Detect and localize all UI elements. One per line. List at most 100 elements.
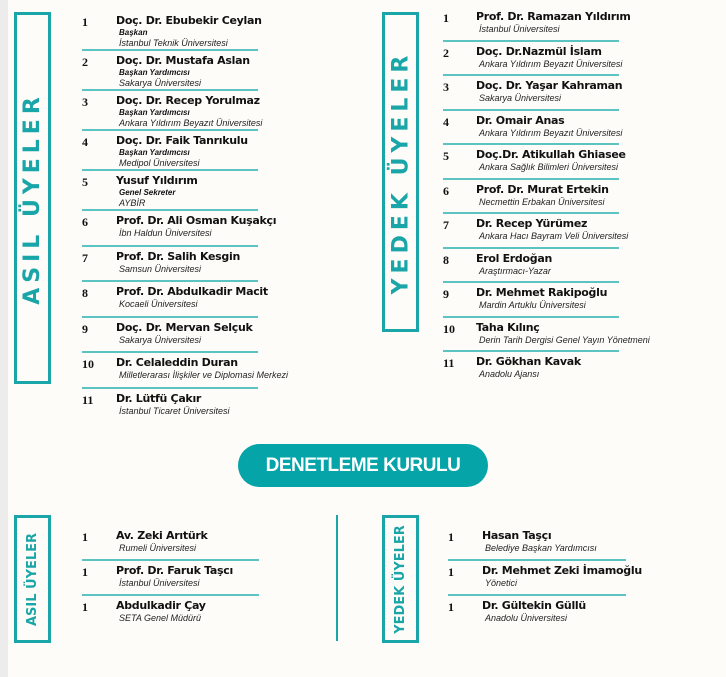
member-row: 1 Hasan Taşçı Belediye Başkan Yardımcısı xyxy=(448,526,626,561)
member-row: 1 Prof. Dr. Faruk Taşcı İstanbul Üniversit… xyxy=(82,561,259,596)
member-row: 3 Doç. Dr. Yaşar Kahraman Sakarya Üniversi… xyxy=(443,76,623,111)
member-affiliation: Kocaeli Üniversitesi xyxy=(119,299,198,309)
member-role: Başkan Yardımcısı xyxy=(119,148,190,157)
member-name: Dr. Gökhan Kavak xyxy=(476,355,581,368)
member-number: 9 xyxy=(82,321,88,336)
member-row: 9 Dr. Mehmet Rakipoğlu Mardin Artuklu Üniv… xyxy=(443,283,619,318)
member-role: Başkan Yardımcısı xyxy=(119,68,190,77)
yedek-uyeler-label: YEDEK ÜYELER xyxy=(388,50,413,294)
member-number: 11 xyxy=(82,392,94,407)
member-name: Av. Zeki Arıtürk xyxy=(116,529,208,542)
member-affiliation: Yönetici xyxy=(485,578,518,588)
member-name: Hasan Taşçı xyxy=(482,529,552,542)
member-affiliation: Anadolu Ajansı xyxy=(479,369,540,379)
member-number: 5 xyxy=(82,175,88,189)
denetleme-yedek-list: 1 Hasan Taşçı Belediye Başkan Yardımcısı 1 D… xyxy=(448,526,642,631)
member-role: Başkan Yardımcısı xyxy=(119,108,190,117)
member-number: 9 xyxy=(443,287,449,301)
member-affiliation: İstanbul Ticaret Üniversitesi xyxy=(119,405,230,416)
member-name: Doç.Dr. Atikullah Ghiasee xyxy=(476,148,626,161)
member-affiliation: Milletlerarası İlişkiler ve Diplomasi Me… xyxy=(119,370,289,380)
asil-uyeler-label: ASIL ÜYELER xyxy=(20,91,46,305)
member-name: Prof. Dr. Ali Osman Kuşakçı xyxy=(116,214,277,227)
member-row: 1 Doç. Dr. Ebubekir Ceylan Başkan İstanbul … xyxy=(82,11,262,51)
member-name: Erol Erdoğan xyxy=(476,251,552,265)
member-number: 1 xyxy=(448,600,454,614)
member-row: 5 Doç.Dr. Atikullah Ghiasee Ankara Sağlık … xyxy=(443,145,626,180)
member-row: 3 Doç. Dr. Recep Yorulmaz Başkan Yardımcıs… xyxy=(82,91,262,131)
member-affiliation: Ankara Sağlık Bilimleri Üniversitesi xyxy=(479,162,619,172)
member-row: 1 Dr. Mehmet Zeki İmamoğlu Yönetici xyxy=(448,561,642,596)
member-name: Dr. Recep Yürümez xyxy=(476,217,588,230)
member-affiliation: SETA Genel Müdürü xyxy=(119,613,202,623)
member-number: 1 xyxy=(443,11,449,25)
member-row: 1 Dr. Gültekin Güllü Anadolu Üniversitesi xyxy=(448,596,626,631)
member-affiliation: Araştırmacı-Yazar xyxy=(479,265,551,276)
member-affiliation: Ankara Hacı Bayram Veli Üniversitesi xyxy=(479,231,629,241)
member-name: Doç. Dr.Nazmül İslam xyxy=(476,44,602,58)
member-number: 10 xyxy=(82,357,94,371)
member-row: 1 Prof. Dr. Ramazan Yıldırım İstanbul Üniv… xyxy=(443,7,631,42)
member-affiliation: Ankara Yıldırım Beyazıt Üniversitesi xyxy=(479,127,623,138)
member-affiliation: Sakarya Üniversitesi xyxy=(119,334,202,345)
member-row: 10 Dr. Celaleddin Duran Milletlerarası İli… xyxy=(82,353,288,389)
member-affiliation: İstanbul Üniversitesi xyxy=(119,578,200,588)
member-name: Taha Kılınç xyxy=(476,320,540,334)
member-affiliation: Medipol Üniversitesi xyxy=(119,158,200,168)
asil-uyeler-list: 1 Doç. Dr. Ebubekir Ceylan Başkan İstanbul … xyxy=(82,11,288,425)
yedek-uyeler-label-box: YEDEK ÜYELER xyxy=(382,12,419,332)
member-name: Dr. Celaleddin Duran xyxy=(116,356,238,369)
member-number: 1 xyxy=(82,15,88,29)
denetleme-yedek-label-box: YEDEK ÜYELER xyxy=(382,515,419,643)
member-name: Doç. Dr. Mervan Selçuk xyxy=(116,320,253,334)
member-row: 5 Yusuf Yıldırım Genel Sekreter AYBİR xyxy=(82,171,258,211)
member-number: 5 xyxy=(443,149,449,163)
member-name: Abdulkadir Çay xyxy=(116,599,206,612)
member-name: Prof. Dr. Faruk Taşcı xyxy=(116,564,233,577)
member-name: Prof. Dr. Ramazan Yıldırım xyxy=(476,10,631,23)
member-name: Doç. Dr. Ebubekir Ceylan xyxy=(116,14,262,27)
member-row: 11 Dr. Gökhan Kavak Anadolu Ajansı xyxy=(443,352,619,387)
member-affiliation: AYBİR xyxy=(119,198,146,208)
member-affiliation: Rumeli Üniversitesi xyxy=(119,543,197,553)
member-row: 7 Prof. Dr. Salih Kesgin Samsun Üniversite… xyxy=(82,247,258,282)
member-number: 1 xyxy=(82,530,88,544)
member-name: Dr. Lütfü Çakır xyxy=(116,391,202,405)
member-row: 8 Prof. Dr. Abdulkadir Macit Kocaeli Ünive… xyxy=(82,282,268,318)
member-name: Dr. Mehmet Rakipoğlu xyxy=(476,286,608,299)
member-row: 6 Prof. Dr. Ali Osman Kuşakçı İbn Haldun Ü… xyxy=(82,211,277,247)
member-name: Prof. Dr. Abdulkadir Macit xyxy=(116,285,268,298)
denetleme-asil-label: ASIL ÜYELER xyxy=(25,532,41,626)
member-number: 7 xyxy=(443,218,449,232)
member-affiliation: Ankara Yıldırım Beyazıt Üniversitesi xyxy=(119,118,263,128)
member-name: Doç. Dr. Recep Yorulmaz xyxy=(116,94,260,107)
member-affiliation: Sakarya Üniversitesi xyxy=(119,78,202,88)
member-row: 11 Dr. Lütfü Çakır İstanbul Ticaret Üniver… xyxy=(82,389,258,425)
member-affiliation: Derin Tarih Dergisi Genel Yayın Yönetmen… xyxy=(479,334,650,345)
yedek-uyeler-list: 1 Prof. Dr. Ramazan Yıldırım İstanbul Üniv… xyxy=(443,7,650,387)
member-number: 2 xyxy=(443,45,449,60)
asil-uyeler-label-box: ASIL ÜYELER xyxy=(14,12,51,384)
member-name: Dr. Gültekin Güllü xyxy=(482,599,586,612)
member-number: 1 xyxy=(448,530,454,544)
member-row: 4 Doç. Dr. Faik Tanrıkulu Başkan Yardımcıs… xyxy=(82,131,258,171)
member-number: 4 xyxy=(82,135,88,149)
member-number: 1 xyxy=(82,600,88,614)
member-number: 11 xyxy=(443,356,455,370)
member-row: 6 Prof. Dr. Murat Ertekin Necmettin Erbaka… xyxy=(443,180,619,214)
section-divider xyxy=(336,515,338,641)
member-number: 8 xyxy=(82,286,88,300)
member-name: Doç. Dr. Yaşar Kahraman xyxy=(476,79,623,92)
denetleme-yedek-label: YEDEK ÜYELER xyxy=(393,524,408,634)
member-number: 4 xyxy=(443,114,449,129)
member-row: 1 Abdulkadir Çay SETA Genel Müdürü xyxy=(82,596,259,631)
member-name: Doç. Dr. Mustafa Aslan xyxy=(116,54,250,67)
member-name: Yusuf Yıldırım xyxy=(116,174,198,187)
member-number: 3 xyxy=(443,80,449,94)
member-name: Dr. Omair Anas xyxy=(476,113,565,127)
member-affiliation: Anadolu Üniversitesi xyxy=(485,613,568,623)
member-number: 2 xyxy=(82,55,88,69)
member-number: 6 xyxy=(443,183,449,198)
member-affiliation: İstanbul Teknik Üniversitesi xyxy=(119,38,228,48)
member-affiliation: Sakarya Üniversitesi xyxy=(479,93,562,103)
